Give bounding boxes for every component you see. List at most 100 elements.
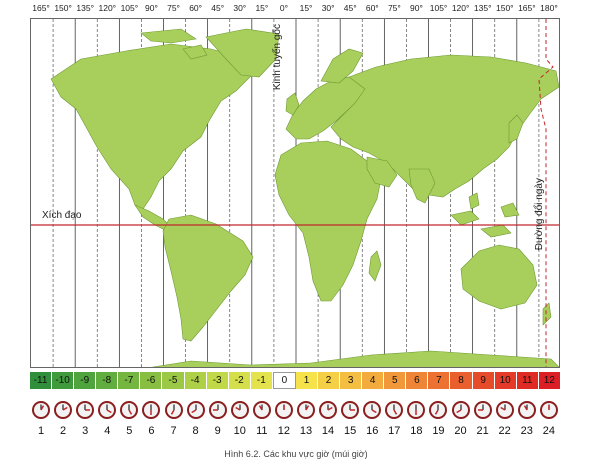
clock-icon [162, 398, 184, 422]
hour-number: 4 [104, 425, 111, 437]
longitude-label: 15° [255, 3, 269, 13]
hour-number: 7 [170, 425, 177, 437]
clock-icon [207, 398, 229, 422]
hour-number: 19 [432, 425, 445, 437]
clock-icon [273, 398, 295, 422]
longitude-label: 135° [473, 3, 492, 13]
southeast-asia-islands [450, 192, 520, 238]
time-zone-cell: 4 [362, 372, 385, 389]
clock-icon [251, 398, 273, 422]
world-map [30, 18, 560, 368]
longitude-label: 105° [429, 3, 448, 13]
longitude-label: 75° [167, 3, 180, 13]
time-zone-cell: -11 [30, 372, 53, 389]
new-zealand [542, 302, 552, 326]
hour-number: 15 [344, 425, 357, 437]
clock-icon [361, 398, 383, 422]
hour-number: 13 [299, 425, 313, 437]
time-zone-cell: -1 [250, 372, 273, 389]
clock-icon [339, 398, 361, 422]
longitude-label: 165° [32, 3, 50, 13]
antarctica [151, 350, 559, 367]
longitude-label: 30° [233, 3, 247, 13]
hour-number: 21 [476, 425, 489, 437]
clock-icon [472, 398, 494, 422]
hour-number: 10 [233, 425, 246, 437]
time-zone-cell: 0 [272, 372, 296, 389]
time-zone-cell: -10 [52, 372, 75, 389]
time-zone-cell: 5 [384, 372, 407, 389]
time-zone-cell: 10 [494, 372, 517, 389]
longitude-label: 150° [54, 3, 72, 13]
prime-meridian-label: Kinh tuyến gốc [272, 24, 283, 91]
clock-icon [494, 398, 516, 422]
clock-icon [405, 398, 427, 422]
time-zone-cell: 7 [428, 372, 451, 389]
hour-number: 8 [192, 425, 199, 437]
time-zone-cell: -6 [140, 372, 163, 389]
clock-icon [185, 398, 207, 422]
time-zone-cell: 8 [450, 372, 473, 389]
longitude-label: 90° [145, 3, 158, 13]
longitude-label: 15° [299, 3, 313, 13]
longitude-label: 30° [321, 3, 335, 13]
hour-number: 11 [256, 425, 268, 437]
africa [274, 140, 382, 302]
madagascar [368, 250, 382, 282]
clock-icon [449, 398, 471, 422]
hour-number: 24 [542, 425, 555, 437]
hour-number: 12 [277, 425, 291, 437]
asia [330, 54, 559, 198]
time-zone-cell: -3 [206, 372, 229, 389]
time-zone-cell: -8 [96, 372, 119, 389]
time-zone-scale: -11 -10 -9 -8 -7 -6 -5 -4 -3 -2 -1 0 1 2 3 4 5 6 7 8 9 10 11 12 [30, 372, 560, 389]
clock-icon [74, 398, 96, 422]
arctic-islands [140, 28, 208, 60]
hour-number: 23 [520, 425, 533, 437]
figure-caption: Hình 6.2. Các khu vực giờ (múi giờ) [224, 449, 368, 459]
japan [508, 114, 524, 144]
hour-number: 1 [37, 425, 45, 437]
british-isles [285, 92, 300, 116]
hour-number: 5 [126, 425, 133, 437]
longitude-label: 150° [495, 3, 514, 13]
hour-number: 22 [498, 425, 511, 437]
longitude-label: 90° [410, 3, 423, 13]
clock-icon [229, 398, 251, 422]
clock-icon [295, 398, 317, 422]
time-zone-cell: 11 [516, 372, 539, 389]
world-map-canvas [31, 19, 559, 367]
clock-icon [140, 398, 162, 422]
hour-number: 17 [388, 425, 401, 437]
hour-number: 18 [410, 425, 423, 437]
clock-icon [317, 398, 339, 422]
longitude-label: 60° [365, 3, 379, 13]
time-zone-cell: 3 [340, 372, 363, 389]
clock-icon [538, 398, 560, 422]
time-zone-cell: -9 [74, 372, 97, 389]
land-masses [50, 28, 559, 367]
time-zone-cell: 2 [318, 372, 341, 389]
date-line [538, 19, 554, 367]
time-zone-cell: 9 [472, 372, 495, 389]
south-america [162, 214, 254, 342]
clock-icon [383, 398, 405, 422]
arabian-peninsula [366, 156, 398, 188]
longitude-label: 0° [279, 3, 289, 13]
time-zone-cell: -7 [118, 372, 141, 389]
longitude-label: 165° [518, 3, 536, 13]
time-zone-cell: -5 [162, 372, 185, 389]
hour-number: 20 [454, 425, 467, 437]
clock-icon [118, 398, 140, 422]
australia [460, 244, 538, 310]
time-zone-cell: 1 [295, 372, 319, 389]
equator-label: Xích đạo [42, 210, 82, 221]
longitude-label: 120° [98, 3, 117, 13]
clock-icon [30, 398, 52, 422]
indian-subcontinent [408, 168, 436, 204]
clock-icon [516, 398, 538, 422]
hour-number: 3 [82, 425, 89, 437]
longitude-label: 75° [387, 3, 401, 13]
longitude-label: 135° [76, 3, 94, 13]
